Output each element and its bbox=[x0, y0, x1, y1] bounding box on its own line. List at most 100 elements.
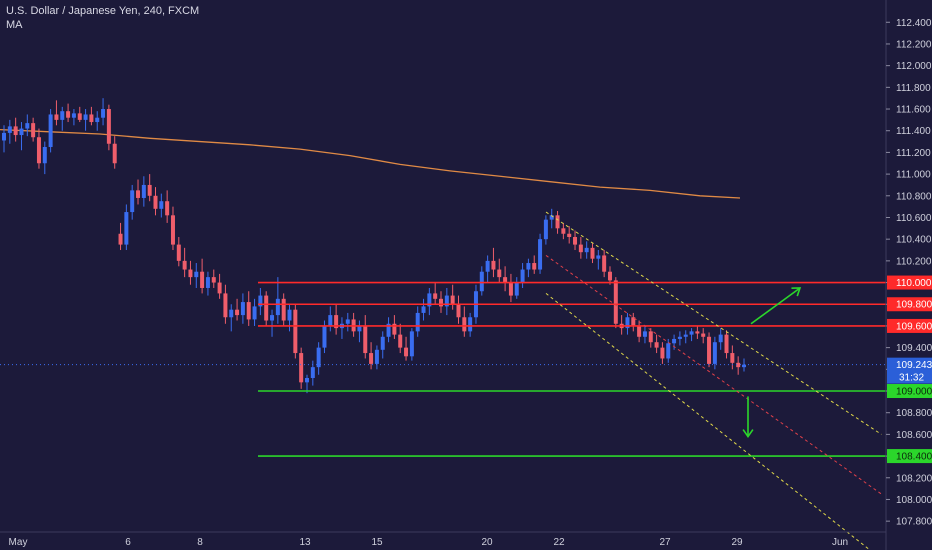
resistance-price-tag: 110.000 bbox=[896, 278, 932, 289]
candle-body bbox=[456, 304, 461, 318]
support-price-tag-bg bbox=[887, 384, 932, 399]
candle-body bbox=[141, 184, 146, 198]
levels-layer bbox=[0, 281, 886, 457]
candle-body bbox=[101, 109, 106, 118]
candle-body bbox=[642, 331, 647, 337]
price-tick-label: 112.000 bbox=[896, 61, 932, 72]
candle-body bbox=[415, 312, 420, 332]
candle-body bbox=[223, 293, 228, 318]
indicator-label[interactable]: MA bbox=[6, 19, 23, 31]
candle-body bbox=[578, 244, 583, 253]
resistance-price-tag-bg bbox=[887, 275, 932, 290]
candles-layer bbox=[2, 98, 746, 394]
time-tick-label: May bbox=[9, 537, 28, 548]
arrow-up-shaft bbox=[750, 287, 801, 325]
candle-body bbox=[235, 309, 240, 316]
candle-body bbox=[369, 353, 374, 364]
candle-body bbox=[36, 137, 41, 164]
candle-body bbox=[561, 228, 566, 234]
time-tick-label: Jun bbox=[832, 537, 848, 548]
arrows-layer bbox=[742, 287, 802, 438]
candle-body bbox=[683, 334, 688, 337]
time-tick-label: 6 bbox=[125, 537, 131, 548]
ma-line bbox=[0, 128, 741, 199]
candle-body bbox=[205, 277, 210, 288]
candle-body bbox=[293, 309, 298, 354]
candle-body bbox=[147, 184, 152, 196]
price-tick-label: 107.800 bbox=[896, 517, 932, 528]
candle-body bbox=[66, 111, 71, 118]
candle-body bbox=[130, 190, 135, 213]
candle-body bbox=[165, 201, 170, 216]
candle-body bbox=[25, 123, 30, 129]
candle-body bbox=[310, 367, 315, 378]
candle-body bbox=[549, 215, 554, 220]
candle-body bbox=[538, 239, 543, 270]
candle-body bbox=[89, 114, 94, 123]
resistance-price-tag: 109.800 bbox=[896, 300, 932, 311]
candle-body bbox=[281, 298, 286, 321]
price-axis[interactable]: 112.400 112.200 112.000 111.800 111.600 111.4… bbox=[885, 0, 932, 550]
time-axis[interactable]: May 6 8 13 15 20 22 27 29 Jun bbox=[0, 531, 886, 548]
candle-body bbox=[462, 317, 467, 332]
candle-body bbox=[77, 113, 82, 120]
candle-body bbox=[188, 269, 193, 278]
price-tick-label: 111.400 bbox=[896, 126, 931, 137]
candle-body bbox=[316, 347, 321, 368]
candle-body bbox=[439, 298, 444, 307]
candle-body bbox=[374, 349, 379, 364]
price-tick-label: 111.000 bbox=[896, 170, 931, 181]
price-tick-label: 110.400 bbox=[896, 235, 932, 246]
candle-body bbox=[660, 347, 665, 359]
candle-body bbox=[404, 347, 409, 357]
candle-body bbox=[584, 247, 589, 253]
support-price-tag-bg bbox=[887, 449, 932, 464]
symbol-title[interactable]: U.S. Dollar / Japanese Yen, 240, FXCM bbox=[6, 5, 200, 17]
candle-body bbox=[724, 334, 729, 354]
candle-body bbox=[136, 190, 141, 198]
candle-body bbox=[491, 260, 496, 270]
candle-body bbox=[258, 295, 263, 307]
time-tick-label: 8 bbox=[197, 537, 203, 548]
candle-body bbox=[625, 317, 630, 329]
candle-body bbox=[689, 331, 694, 335]
candle-body bbox=[666, 343, 671, 359]
candle-body bbox=[532, 263, 537, 270]
candle-body bbox=[695, 331, 700, 334]
price-tick-label: 112.200 bbox=[896, 39, 932, 50]
candle-body bbox=[701, 333, 706, 337]
candle-body bbox=[13, 126, 18, 136]
candle-body bbox=[596, 255, 601, 259]
candle-body bbox=[736, 362, 741, 368]
candle-body bbox=[654, 342, 659, 348]
candle-body bbox=[118, 233, 123, 245]
candle-body bbox=[270, 315, 275, 321]
candle-body bbox=[363, 325, 368, 354]
moving-average-layer bbox=[0, 128, 741, 199]
time-tick-label: 27 bbox=[659, 537, 671, 548]
candle-body bbox=[573, 237, 578, 245]
current-price-tag-bg bbox=[887, 357, 932, 384]
time-tick-label: 29 bbox=[731, 537, 743, 548]
candle-body bbox=[252, 306, 257, 320]
candle-body bbox=[322, 325, 327, 348]
candle-body bbox=[345, 319, 350, 324]
support-price-tag: 109.000 bbox=[896, 387, 932, 398]
price-tick-label: 111.600 bbox=[896, 105, 931, 116]
candle-body bbox=[42, 146, 47, 164]
candle-body bbox=[264, 295, 269, 321]
candle-body bbox=[246, 302, 251, 320]
channel-upper-line bbox=[545, 211, 882, 435]
resistance-price-tag: 109.600 bbox=[896, 321, 932, 332]
candle-body bbox=[54, 114, 59, 120]
candle-body bbox=[217, 282, 222, 294]
time-tick-label: 20 bbox=[481, 537, 493, 548]
candle-body bbox=[7, 126, 12, 133]
candle-body bbox=[485, 260, 490, 272]
price-tick-label: 109.400 bbox=[896, 343, 932, 354]
candle-body bbox=[19, 128, 24, 136]
candle-body bbox=[159, 201, 164, 209]
channel-mid-line bbox=[545, 255, 882, 495]
candle-body bbox=[590, 247, 595, 259]
